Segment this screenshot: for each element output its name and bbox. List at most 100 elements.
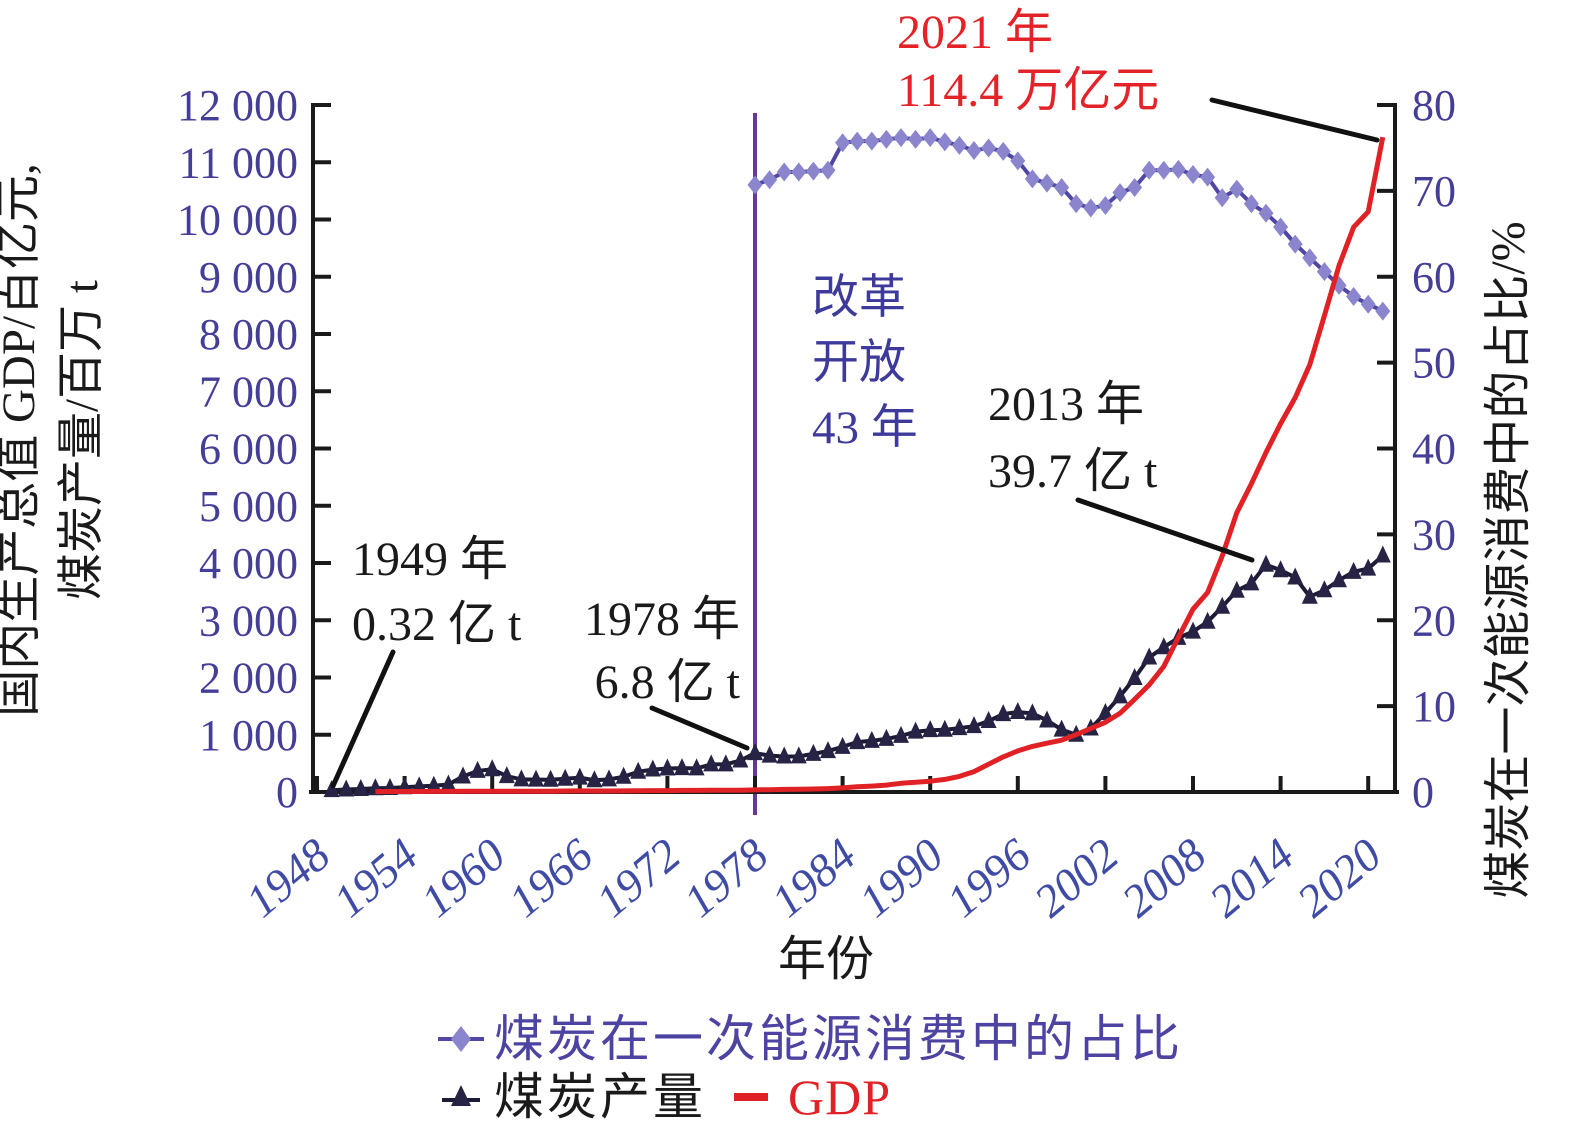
coal-production-marker [1053,719,1070,737]
coal-production-marker [1024,703,1041,721]
anno-1949-coal: 1949 年 0.32 亿 t [352,533,522,651]
coal-production-marker [674,758,690,776]
coal-share-marker [893,128,909,148]
y-right-tick-label: 40 [1412,425,1456,474]
coal-share-marker [1316,262,1332,282]
coal-share-marker [1024,169,1040,189]
coal-production-marker [1141,647,1158,665]
coal-share-marker [922,128,938,148]
leader-1978 [649,705,750,751]
x-tick-label: 2008 [1112,829,1215,927]
coal-share-marker [1229,179,1245,199]
coal-production-marker [425,775,442,793]
anno-2021-gdp: 2021 年 114.4 万亿元 [897,6,1159,117]
y-left-tick-label: 2 000 [199,654,298,703]
x-tick-label: 1996 [937,829,1040,927]
coal-production-marker [338,779,355,797]
coal-production-marker [586,770,603,788]
y-axis-right-title: 煤炭在一次能源消费中的占比/% [1482,221,1535,898]
coal-share-marker [849,131,865,151]
coal-production-marker [498,766,515,784]
y-left-tick-label: 3 000 [199,596,298,645]
coal-production-marker [820,741,836,759]
coal-share-marker [1287,234,1303,254]
gdp-line-marker-icon [734,1093,768,1101]
coal-share-marker [1127,177,1143,197]
coal-production-marker [805,743,822,761]
coal-production-marker [966,716,982,734]
coal-share-marker [1039,173,1055,193]
coal-share-marker [995,141,1011,161]
x-axis: 1948195419601966197219781984199019962002… [236,776,1391,927]
series-gdp [375,136,1386,795]
y-right-tick-label: 80 [1412,81,1456,130]
x-tick-label: 2020 [1287,829,1390,927]
y-axis-left-title-line1: 国内生产总值 GDP/百亿元, [0,163,45,717]
coal-production-marker [951,718,968,736]
legend-label-gdp: GDP [788,1069,892,1125]
coal-production-marker [995,704,1012,722]
coal-production-marker [878,728,895,746]
y-right-tick-label: 30 [1412,510,1456,559]
coal-share-marker [1302,248,1318,268]
coal-production-marker [907,721,924,739]
x-tick-label: 1954 [324,829,427,927]
coal-production-marker [1374,545,1391,563]
y-left-tick-label: 6 000 [199,425,298,474]
coal-share-marker [908,129,924,149]
coal-production-marker [1039,710,1055,728]
coal-share-marker [762,170,778,190]
coal-production-marker [790,746,807,764]
coal-share-marker [981,138,997,158]
coal-production-marker [484,759,501,777]
series-coal-share [747,128,1391,321]
coal-share-marker [1156,160,1172,180]
coal-share-marker [1097,195,1113,215]
coal-share-marker [747,175,763,195]
coal-production-marker [863,730,880,748]
leader-2021 [1209,97,1380,143]
coal-share-marker [791,162,807,182]
y-left-tick-label: 0 [276,768,298,817]
y-axis-left: 0 1 000 2 000 3 000 4 000 5 000 6 000 7 000 8 00… [177,81,331,817]
y-right-tick-label: 60 [1412,253,1456,302]
y-right-tick-label: 0 [1412,768,1434,817]
coal-share-marker [864,131,880,151]
coal-production-marker [849,732,866,750]
leader-1949 [330,649,396,789]
x-tick-label: 1960 [411,829,514,927]
x-tick-label: 1948 [236,829,339,927]
coal-production-marker [513,769,530,787]
coal-production-marker [893,725,909,743]
y-left-tick-label: 7 000 [199,367,298,416]
coal-production-marker [1185,621,1201,639]
coal-production-marker [732,750,749,768]
coal-production-marker [688,758,705,776]
coal-production-marker [1258,554,1274,572]
coal-production-marker [1009,702,1026,720]
coal-production-marker [1126,667,1143,685]
y-right-tick-label: 10 [1412,682,1456,731]
x-tick-label: 1966 [499,829,602,927]
y-left-tick-label: 12 000 [177,81,298,130]
coal-production-marker [776,746,793,764]
coal-production-marker [659,758,676,776]
coal-production-marker [703,754,720,772]
x-tick-label: 1984 [762,829,865,927]
x-tick-label: 2002 [1025,829,1128,927]
y-left-tick-label: 1 000 [199,711,298,760]
coal-production-marker [469,760,486,778]
y-right-tick-label: 20 [1412,596,1456,645]
y-axis-right: 0 10 20 30 40 50 60 70 80 [1377,81,1456,817]
y-left-tick-label: 5 000 [199,482,298,531]
y-left-tick-label: 9 000 [199,253,298,302]
legend-label-coal-production: 煤炭产量 [494,1069,706,1125]
coal-share-marker [1360,294,1376,314]
coal-share-marker [776,162,792,182]
diamond-marker-icon [438,1026,484,1052]
y-axis-left-title-line2: 煤炭产量/百万 t [56,280,108,600]
coal-share-marker [966,141,982,161]
y-left-tick-label: 8 000 [199,310,298,359]
coal-production-marker [1331,570,1347,588]
